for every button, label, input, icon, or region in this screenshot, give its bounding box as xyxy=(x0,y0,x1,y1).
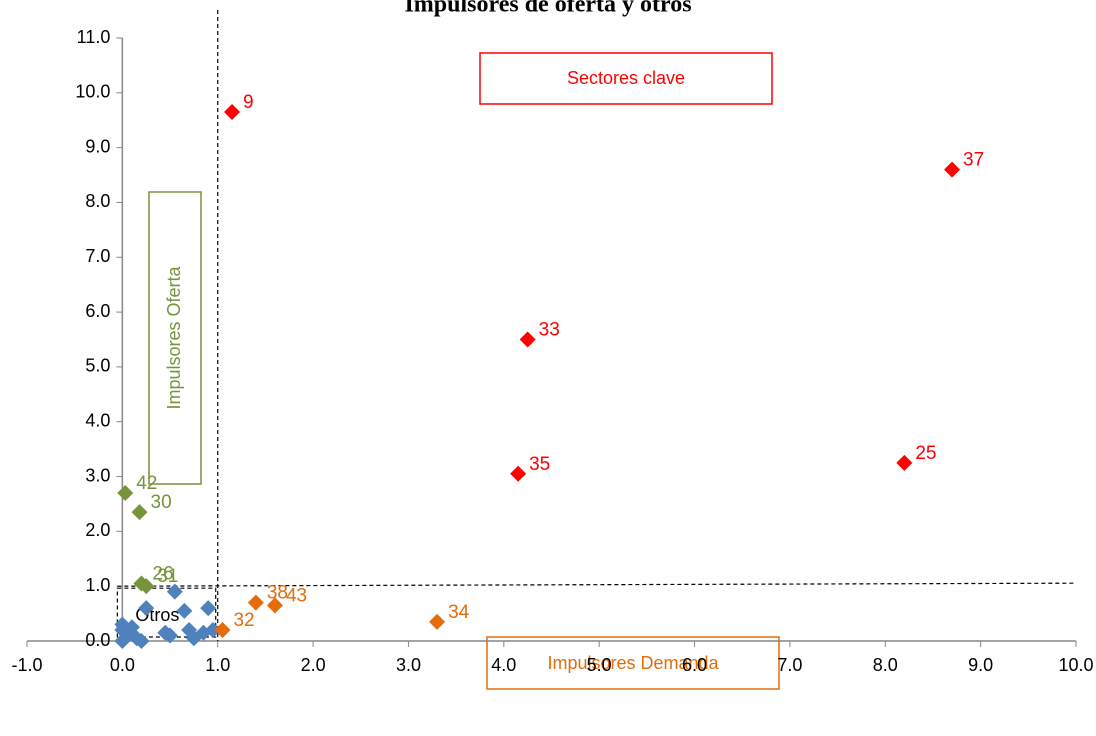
data-label: 25 xyxy=(915,443,936,464)
y-tick-label: 3.0 xyxy=(85,465,110,485)
y-tick-label: 8.0 xyxy=(85,191,110,211)
point xyxy=(224,104,241,121)
x-tick-label: 1.0 xyxy=(205,655,230,675)
annotation-text: Impulsores Demanda xyxy=(547,653,719,673)
x-tick-label: 5.0 xyxy=(587,655,612,675)
annotation-box xyxy=(486,636,780,690)
annotation-box xyxy=(148,191,202,485)
reference-line-y xyxy=(117,582,1077,587)
x-tick-label: -1.0 xyxy=(11,655,42,675)
point xyxy=(176,602,193,619)
y-tick-label: 11.0 xyxy=(77,27,111,47)
point xyxy=(247,594,264,611)
point xyxy=(166,583,183,600)
x-tick-label: 6.0 xyxy=(682,655,707,675)
annotation-text: Impulsores Oferta xyxy=(164,265,184,409)
point xyxy=(200,600,217,617)
point xyxy=(519,331,536,348)
data-label: 32 xyxy=(233,610,254,631)
point xyxy=(117,484,134,501)
annotation-oferta: Impulsores Oferta xyxy=(148,191,202,485)
data-label: 42 xyxy=(136,473,157,494)
point xyxy=(266,597,283,614)
x-tick-label: 8.0 xyxy=(873,655,898,675)
x-tick-label: 3.0 xyxy=(396,655,421,675)
y-tick-label: 10.0 xyxy=(75,82,110,102)
data-label: 31 xyxy=(157,566,178,587)
y-tick-label: 2.0 xyxy=(85,520,110,540)
point xyxy=(214,622,231,639)
y-tick-label: 5.0 xyxy=(85,356,110,376)
data-label: 43 xyxy=(286,585,307,606)
y-tick-label: 0.0 xyxy=(85,630,110,650)
annotation-demanda: Impulsores Demanda xyxy=(486,636,780,690)
data-label: 26 xyxy=(152,563,173,584)
data-label: 34 xyxy=(448,602,470,623)
point xyxy=(896,454,913,471)
point xyxy=(138,600,155,617)
point xyxy=(204,622,221,639)
point xyxy=(138,578,155,595)
annotation-sectores: Sectores clave xyxy=(479,52,773,105)
y-tick-label: 9.0 xyxy=(85,136,110,156)
data-label: 35 xyxy=(529,454,550,475)
y-tick-label: 4.0 xyxy=(85,410,110,430)
point xyxy=(131,504,148,521)
y-tick-label: 1.0 xyxy=(85,575,110,595)
point xyxy=(162,627,179,644)
point xyxy=(429,613,446,630)
point xyxy=(944,161,961,178)
x-tick-label: 7.0 xyxy=(777,655,802,675)
x-tick-label: 9.0 xyxy=(968,655,993,675)
x-tick-label: 4.0 xyxy=(491,655,516,675)
data-label: 9 xyxy=(243,92,254,113)
point xyxy=(510,465,527,482)
data-label: 33 xyxy=(539,320,560,341)
chart-title: Impulsores de oferta y otros xyxy=(404,0,691,18)
x-tick-label: 0.0 xyxy=(110,655,135,675)
annotation-box xyxy=(479,52,773,105)
annotation-text: Sectores clave xyxy=(567,68,685,88)
data-label: 30 xyxy=(151,492,172,513)
y-tick-label: 7.0 xyxy=(85,246,110,266)
data-label: 37 xyxy=(963,150,984,171)
x-tick-label: 10.0 xyxy=(1058,655,1093,675)
point xyxy=(133,633,150,649)
y-tick-label: 6.0 xyxy=(85,301,110,321)
data-label: 38 xyxy=(267,583,288,604)
x-tick-label: 2.0 xyxy=(301,655,326,675)
